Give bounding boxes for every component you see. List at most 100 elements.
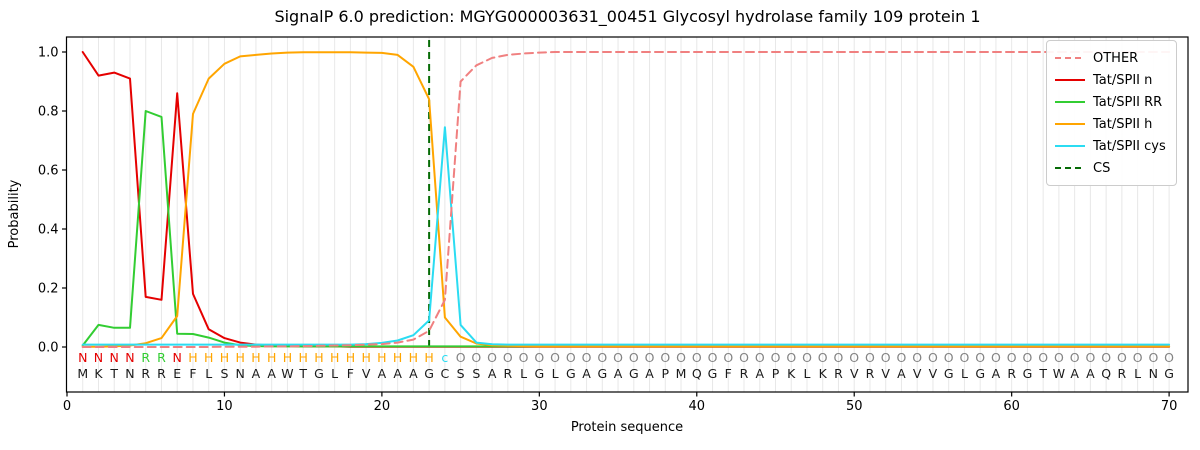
series-line-tat-spii-cys <box>81 126 1171 346</box>
region-label: O <box>786 350 796 365</box>
legend-line-sample <box>1055 101 1085 103</box>
residue-letter: T <box>298 366 307 381</box>
residue-letter: F <box>189 366 196 381</box>
region-label: O <box>771 350 781 365</box>
residue-letter: A <box>992 366 1001 381</box>
residue-letter: R <box>1007 366 1016 381</box>
region-label: O <box>960 350 970 365</box>
residue-letter: M <box>77 366 88 381</box>
region-label: O <box>944 350 954 365</box>
axes-group: 0 10 20 30 40 50 60 70 0.0 0.2 0.4 0.6 0.8 1.0 <box>38 36 1189 414</box>
residue-letter: G <box>1023 366 1033 381</box>
legend-line-sample <box>1055 145 1085 147</box>
residue-letter: W <box>1053 366 1065 381</box>
legend: OTHER Tat/SPII n Tat/SPII RR Tat/SPII h Tat/… <box>1046 40 1177 186</box>
residue-letter: V <box>362 366 371 381</box>
residue-letter: V <box>929 366 938 381</box>
region-label: O <box>865 350 875 365</box>
region-label: H <box>330 350 339 365</box>
residue-letter: G <box>975 366 985 381</box>
legend-label: Tat/SPII n <box>1093 72 1153 88</box>
x-tick-label: 40 <box>689 399 706 414</box>
region-label: N <box>125 350 134 365</box>
residue-letter: Q <box>692 366 702 381</box>
plot-border <box>65 36 1189 393</box>
residue-letter: R <box>740 366 749 381</box>
region-label: O <box>456 350 466 365</box>
region-label: O <box>708 350 718 365</box>
residue-letter: A <box>378 366 387 381</box>
y-tick-label: 0.4 <box>38 223 59 238</box>
region-label: H <box>298 350 307 365</box>
legend-item-tat-spii-h: Tat/SPII h <box>1055 113 1166 135</box>
residue-letter: P <box>662 366 670 381</box>
region-label: O <box>645 350 655 365</box>
region-label: O <box>991 350 1001 365</box>
region-label: H <box>283 350 292 365</box>
residue-letter: L <box>520 366 527 381</box>
region-label: O <box>660 350 670 365</box>
y-tick-label: 0.0 <box>38 341 59 356</box>
residue-letter: G <box>566 366 576 381</box>
legend-item-tat-spii-rr: Tat/SPII RR <box>1055 91 1166 113</box>
region-label: O <box>1038 350 1048 365</box>
residue-letter: A <box>267 366 276 381</box>
x-tick-label: 70 <box>1161 399 1178 414</box>
residue-letter: L <box>331 366 338 381</box>
residue-letter: P <box>772 366 780 381</box>
residue-letter: C <box>440 366 449 381</box>
residue-letter: K <box>94 366 103 381</box>
residue-letter: R <box>157 366 166 381</box>
region-label: O <box>928 350 938 365</box>
residue-letter: A <box>488 366 497 381</box>
region-label: O <box>692 350 702 365</box>
residue-letter: A <box>1086 366 1095 381</box>
series-line-other <box>81 51 1171 348</box>
region-label: O <box>597 350 607 365</box>
residue-letter: V <box>850 366 859 381</box>
y-tick-label: 0.2 <box>38 282 59 297</box>
region-label: H <box>220 350 229 365</box>
legend-item-cs: CS <box>1055 157 1166 179</box>
residue-letter: R <box>834 366 843 381</box>
region-label: O <box>739 350 749 365</box>
x-tick-label: 60 <box>1003 399 1020 414</box>
y-tick-label: 0.8 <box>38 105 59 120</box>
residue-letter: G <box>534 366 544 381</box>
legend-item-tat-spii-cys: Tat/SPII cys <box>1055 135 1166 157</box>
legend-label: Tat/SPII h <box>1093 116 1153 132</box>
region-label: O <box>881 350 891 365</box>
residue-letter: A <box>755 366 764 381</box>
region-label: O <box>613 350 623 365</box>
residue-letter: G <box>314 366 324 381</box>
residue-letter: G <box>424 366 434 381</box>
region-label: H <box>314 350 323 365</box>
region-label: N <box>78 350 87 365</box>
region-label: O <box>534 350 544 365</box>
region-label: O <box>912 350 922 365</box>
residue-letter: A <box>1070 366 1079 381</box>
residue-letter: A <box>614 366 623 381</box>
y-tick-label: 0.6 <box>38 164 59 179</box>
region-label: R <box>157 350 166 365</box>
region-label: O <box>1007 350 1017 365</box>
legend-label: CS <box>1093 160 1111 176</box>
legend-line-sample <box>1055 79 1085 81</box>
legend-label: Tat/SPII RR <box>1093 94 1163 110</box>
region-label: O <box>487 350 497 365</box>
residue-letter: F <box>725 366 732 381</box>
region-label: O <box>755 350 765 365</box>
residue-letter: L <box>1134 366 1141 381</box>
residue-letter: V <box>881 366 890 381</box>
region-label: O <box>471 350 481 365</box>
region-label: O <box>1133 350 1143 365</box>
region-label: H <box>267 350 276 365</box>
region-label: O <box>550 350 560 365</box>
residue-letter: S <box>472 366 480 381</box>
residue-letter: R <box>866 366 875 381</box>
residue-letter: K <box>819 366 828 381</box>
region-label: O <box>1148 350 1158 365</box>
residue-letter: A <box>409 366 418 381</box>
region-label: H <box>424 350 433 365</box>
